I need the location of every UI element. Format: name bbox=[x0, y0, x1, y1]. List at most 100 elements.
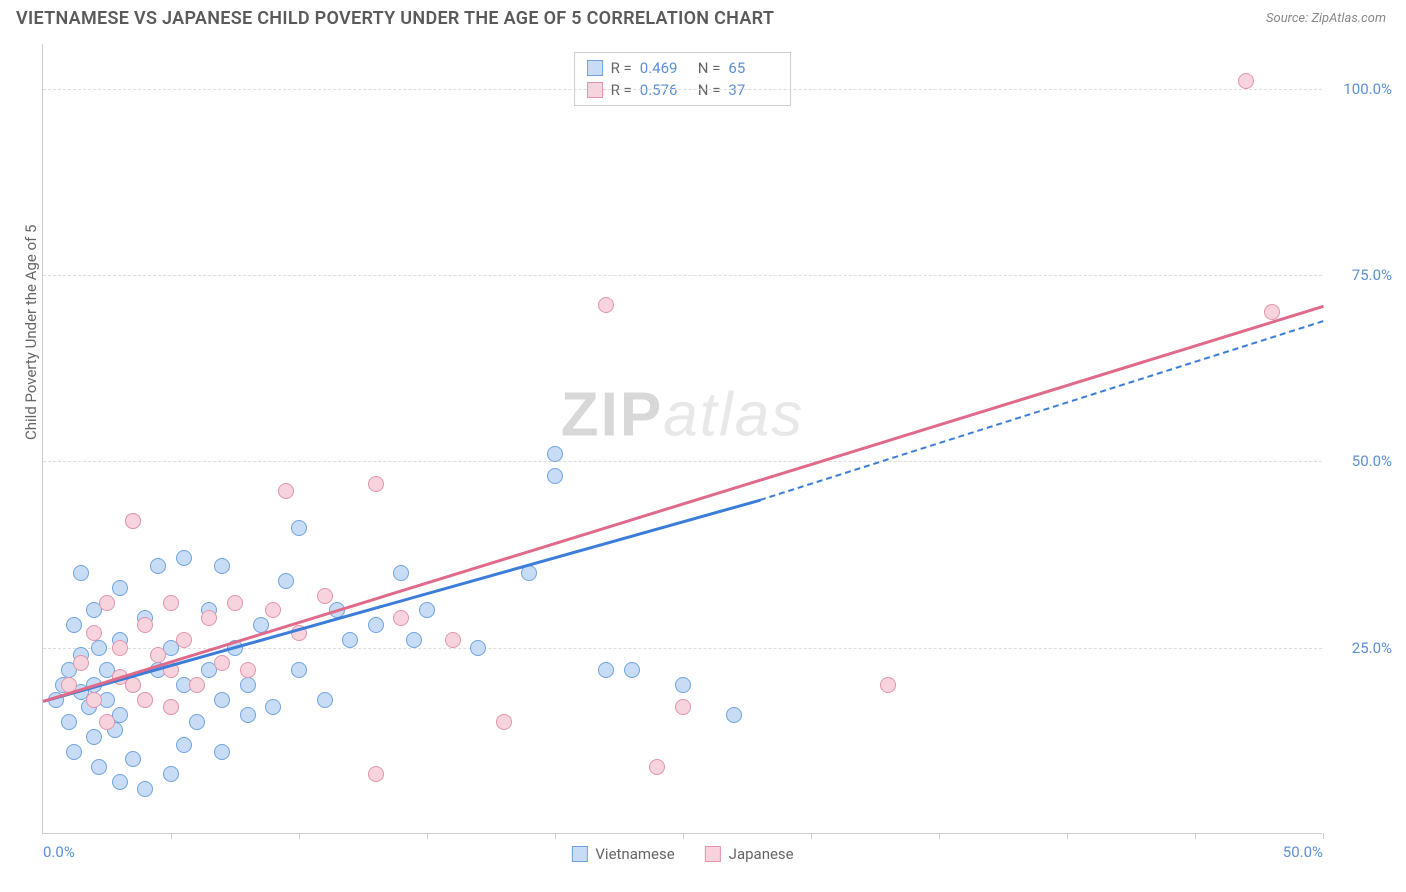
trendline bbox=[43, 305, 1324, 702]
point-vietnamese bbox=[112, 774, 128, 790]
point-vietnamese bbox=[368, 617, 384, 633]
point-vietnamese bbox=[73, 565, 89, 581]
point-japanese bbox=[1238, 73, 1254, 89]
point-japanese bbox=[137, 692, 153, 708]
stats-legend-box: R = 0.469 N = 65 R = 0.576 N = 37 bbox=[574, 52, 792, 106]
x-tick bbox=[1195, 833, 1196, 839]
x-tick bbox=[171, 833, 172, 839]
point-vietnamese bbox=[91, 759, 107, 775]
chart-title: VIETNAMESE VS JAPANESE CHILD POVERTY UND… bbox=[16, 8, 774, 29]
point-japanese bbox=[137, 617, 153, 633]
point-vietnamese bbox=[598, 662, 614, 678]
stats-row-japanese: R = 0.576 N = 37 bbox=[587, 79, 779, 101]
point-vietnamese bbox=[214, 692, 230, 708]
point-vietnamese bbox=[137, 781, 153, 797]
y-tick-label: 50.0% bbox=[1332, 452, 1392, 470]
point-vietnamese bbox=[419, 602, 435, 618]
bottom-legend: Vietnamese Japanese bbox=[571, 845, 793, 863]
point-vietnamese bbox=[150, 558, 166, 574]
x-tick bbox=[427, 833, 428, 839]
point-vietnamese bbox=[342, 632, 358, 648]
point-vietnamese bbox=[240, 707, 256, 723]
point-japanese bbox=[86, 692, 102, 708]
y-tick-label: 75.0% bbox=[1332, 266, 1392, 284]
point-vietnamese bbox=[393, 565, 409, 581]
point-japanese bbox=[150, 647, 166, 663]
source-attribution: Source: ZipAtlas.com bbox=[1266, 11, 1386, 26]
point-vietnamese bbox=[547, 446, 563, 462]
point-japanese bbox=[265, 602, 281, 618]
point-vietnamese bbox=[240, 677, 256, 693]
watermark: ZIPatlas bbox=[561, 379, 804, 450]
point-japanese bbox=[240, 662, 256, 678]
swatch-vietnamese bbox=[587, 60, 603, 76]
point-japanese bbox=[163, 595, 179, 611]
point-japanese bbox=[125, 677, 141, 693]
point-japanese bbox=[368, 766, 384, 782]
point-japanese bbox=[393, 610, 409, 626]
point-vietnamese bbox=[547, 468, 563, 484]
legend-item-vietnamese: Vietnamese bbox=[571, 845, 674, 863]
gridline-h bbox=[43, 275, 1322, 276]
point-japanese bbox=[214, 655, 230, 671]
point-japanese bbox=[73, 655, 89, 671]
x-tick-label: 0.0% bbox=[43, 843, 75, 861]
point-japanese bbox=[675, 699, 691, 715]
y-tick-label: 100.0% bbox=[1332, 80, 1392, 98]
point-vietnamese bbox=[176, 737, 192, 753]
trendline-extrapolated bbox=[759, 320, 1323, 501]
point-vietnamese bbox=[125, 751, 141, 767]
point-japanese bbox=[649, 759, 665, 775]
point-vietnamese bbox=[91, 640, 107, 656]
gridline-h bbox=[43, 89, 1322, 90]
point-japanese bbox=[189, 677, 205, 693]
swatch-vietnamese bbox=[571, 846, 587, 862]
point-japanese bbox=[112, 640, 128, 656]
y-axis-title: Child Poverty Under the Age of 5 bbox=[22, 225, 40, 441]
legend-item-japanese: Japanese bbox=[705, 845, 794, 863]
point-japanese bbox=[496, 714, 512, 730]
x-tick bbox=[1067, 833, 1068, 839]
point-japanese bbox=[880, 677, 896, 693]
x-tick bbox=[683, 833, 684, 839]
point-vietnamese bbox=[291, 520, 307, 536]
point-japanese bbox=[86, 625, 102, 641]
point-vietnamese bbox=[214, 558, 230, 574]
point-japanese bbox=[125, 513, 141, 529]
point-vietnamese bbox=[291, 662, 307, 678]
point-vietnamese bbox=[278, 573, 294, 589]
x-tick bbox=[811, 833, 812, 839]
point-japanese bbox=[317, 588, 333, 604]
point-vietnamese bbox=[624, 662, 640, 678]
point-vietnamese bbox=[726, 707, 742, 723]
point-japanese bbox=[163, 699, 179, 715]
point-japanese bbox=[176, 632, 192, 648]
trendline bbox=[43, 499, 760, 703]
swatch-japanese bbox=[705, 846, 721, 862]
point-vietnamese bbox=[675, 677, 691, 693]
point-vietnamese bbox=[112, 580, 128, 596]
scatter-chart: ZIPatlas R = 0.469 N = 65 R = 0.576 N = … bbox=[42, 44, 1322, 834]
point-vietnamese bbox=[86, 729, 102, 745]
x-tick bbox=[939, 833, 940, 839]
point-vietnamese bbox=[189, 714, 205, 730]
point-vietnamese bbox=[317, 692, 333, 708]
point-vietnamese bbox=[163, 766, 179, 782]
point-vietnamese bbox=[265, 699, 281, 715]
point-japanese bbox=[368, 476, 384, 492]
point-japanese bbox=[278, 483, 294, 499]
point-vietnamese bbox=[66, 617, 82, 633]
x-tick bbox=[299, 833, 300, 839]
stats-row-vietnamese: R = 0.469 N = 65 bbox=[587, 57, 779, 79]
point-vietnamese bbox=[66, 744, 82, 760]
x-tick-label: 50.0% bbox=[1283, 843, 1323, 861]
point-vietnamese bbox=[176, 550, 192, 566]
point-japanese bbox=[99, 714, 115, 730]
point-japanese bbox=[227, 595, 243, 611]
point-japanese bbox=[598, 297, 614, 313]
x-tick bbox=[555, 833, 556, 839]
gridline-h bbox=[43, 461, 1322, 462]
y-tick-label: 25.0% bbox=[1332, 639, 1392, 657]
point-japanese bbox=[201, 610, 217, 626]
point-vietnamese bbox=[470, 640, 486, 656]
